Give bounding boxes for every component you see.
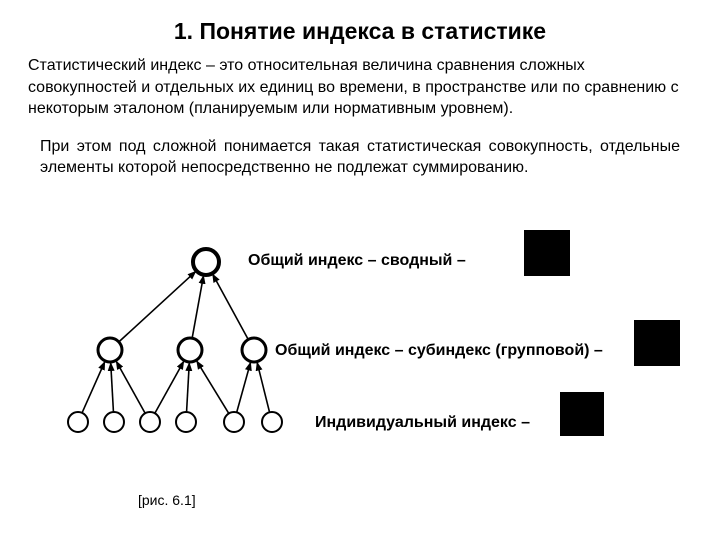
figure-caption: [рис. 6.1] xyxy=(138,492,196,508)
definition-paragraph: Статистический индекс – это относительна… xyxy=(0,55,720,120)
page-title: 1. Понятие индекса в статистике xyxy=(0,0,720,45)
blackbox-bottom xyxy=(560,392,604,436)
blackbox-middle xyxy=(634,320,680,366)
blackbox-top xyxy=(524,230,570,276)
label-overall-index: Общий индекс – сводный – xyxy=(248,252,466,270)
label-individual-index: Индивидуальный индекс – xyxy=(315,414,530,432)
explanation-paragraph: При этом под сложной понимается такая ст… xyxy=(0,136,720,179)
label-subindex: Общий индекс – субиндекс (групповой) – xyxy=(275,342,603,360)
